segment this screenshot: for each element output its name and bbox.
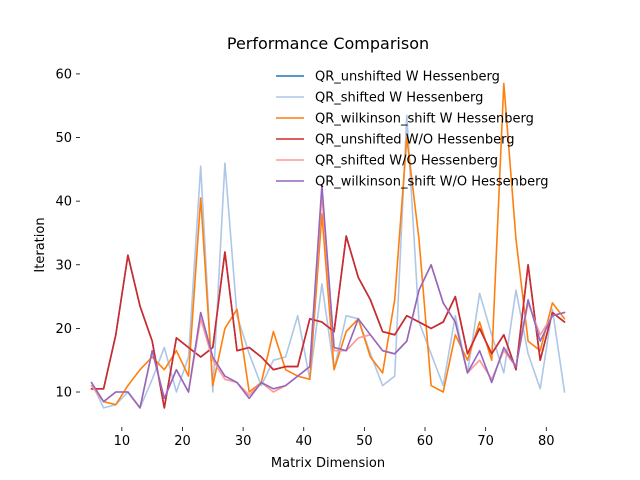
legend-label: QR_wilkinson_shift W/O Hessenberg	[315, 175, 548, 190]
x-axis: 10 20 30 40 50 60 70 80	[114, 427, 555, 449]
y-tick-label: 20	[55, 322, 72, 337]
y-axis: 10 20 30 40 50 60	[55, 67, 80, 401]
x-tick-label: 20	[174, 434, 191, 449]
x-axis-label: Matrix Dimension	[271, 456, 385, 471]
x-tick-label: 80	[538, 434, 555, 449]
y-tick-label: 50	[55, 131, 72, 146]
x-tick-label: 10	[114, 434, 131, 449]
legend-item: QR_wilkinson_shift W Hessenberg	[276, 112, 534, 127]
legend-label: QR_wilkinson_shift W Hessenberg	[315, 112, 534, 127]
legend-item: QR_wilkinson_shift W/O Hessenberg	[276, 175, 548, 190]
y-axis-label: Iteration	[33, 217, 48, 272]
y-tick-label: 40	[55, 195, 72, 210]
legend-item: QR_shifted W/O Hessenberg	[276, 154, 498, 169]
legend-label: QR_shifted W Hessenberg	[315, 91, 483, 106]
x-tick-label: 60	[417, 434, 434, 449]
legend-label: QR_unshifted W/O Hessenberg	[315, 133, 514, 148]
legend: QR_unshifted W Hessenberg QR_shifted W He…	[276, 70, 548, 190]
y-tick-label: 10	[55, 386, 72, 401]
x-tick-label: 40	[295, 434, 312, 449]
chart-title: Performance Comparison	[227, 34, 429, 53]
legend-label: QR_unshifted W Hessenberg	[315, 70, 500, 85]
x-tick-label: 70	[477, 434, 494, 449]
legend-item: QR_shifted W Hessenberg	[276, 91, 483, 106]
x-tick-label: 30	[235, 434, 252, 449]
legend-label: QR_shifted W/O Hessenberg	[315, 154, 498, 169]
legend-item: QR_unshifted W Hessenberg	[276, 70, 500, 85]
y-tick-label: 60	[55, 67, 72, 82]
plot-area	[90, 82, 566, 409]
series-line-6	[90, 184, 566, 409]
legend-item: QR_unshifted W/O Hessenberg	[276, 133, 514, 148]
series-line-4	[90, 235, 566, 409]
y-tick-label: 30	[55, 258, 72, 273]
x-tick-label: 50	[356, 434, 373, 449]
